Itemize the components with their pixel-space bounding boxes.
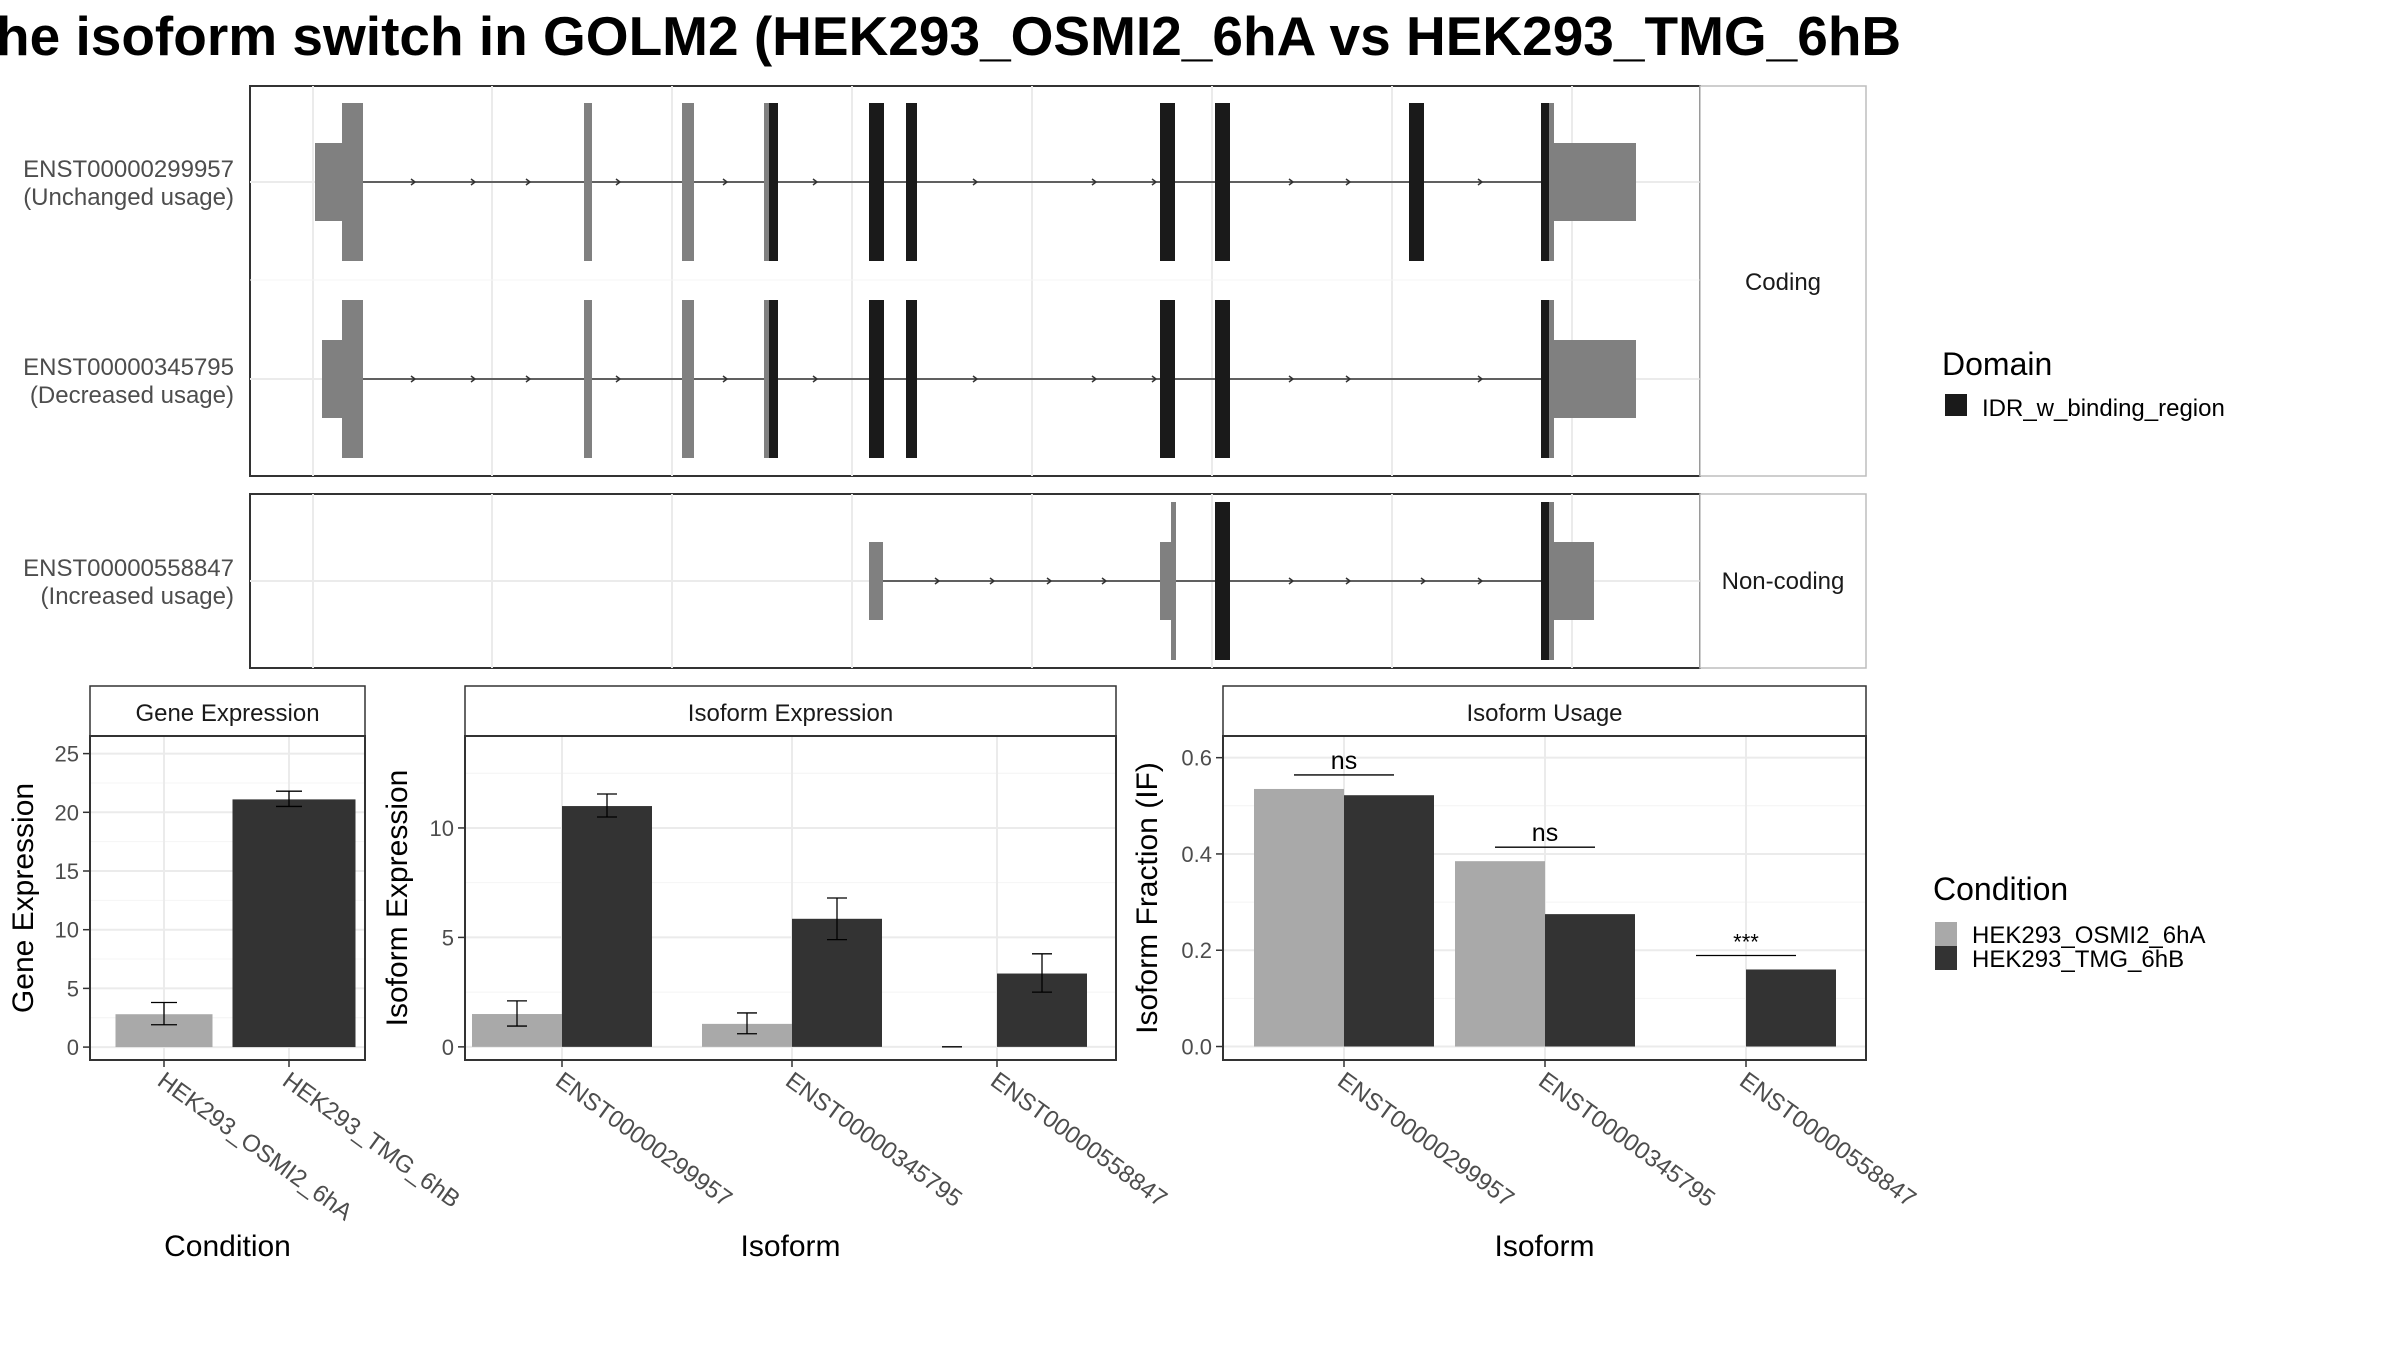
significance-label: *** [1733,929,1759,954]
transcript-structure-panel: Coding Non-coding ENST00000299957 (Uncha… [23,85,1867,669]
domain-legend-label: IDR_w_binding_region [1982,395,2225,422]
bar [702,1023,792,1047]
coding-panel [249,85,1701,477]
chart-strip-label: Isoform Usage [1466,700,1622,727]
x-tick-label: ENST00000558847 [985,1067,1171,1213]
significance-label: ns [1532,819,1558,847]
exons [869,502,1594,660]
exons [315,103,1636,261]
y-tick-label: 0.2 [1181,938,1212,963]
transcript-labels: ENST00000299957 (Unchanged usage) ENST00… [23,156,234,610]
intron-arrows [410,178,1484,186]
bar [1746,969,1836,1047]
transcript-id-label: ENST00000558847 [23,555,234,582]
domain-legend: Domain IDR_w_binding_region [1942,346,2225,422]
strip-noncoding [1699,493,1867,669]
figure-title: he isoform switch in GOLM2 (HEK293_OSMI2… [0,5,1901,67]
x-tick-label: ENST00000558847 [1734,1067,1920,1213]
domain-legend-key [1945,394,1967,416]
condition-legend-key-b [1935,946,1957,970]
y-axis-title: Isoform Fraction (IF) [1131,762,1164,1034]
intron-arrows [934,577,1484,585]
idr-domain-segments [1215,502,1549,660]
chart-panel-border [89,735,366,1061]
condition-legend-key-a [1935,922,1957,946]
chart-strip [1222,685,1867,737]
condition-legend: Condition HEK293_OSMI2_6hA HEK293_TMG_6h… [1933,871,2205,973]
chart-panel: Isoform Usage ns ns *** 0.0 0.2 0.4 0.6 ENST0000… [1131,685,1921,1263]
chart-panel: Isoform Expression 0 5 10 ENST00000299957 ENS… [381,685,1172,1263]
x-axis-title: Condition [164,1230,291,1263]
idr-domain-segments [769,300,1549,458]
y-axis-title: Gene Expression [7,783,40,1013]
x-tick-label: ENST00000299957 [1332,1067,1518,1213]
y-tick-label: 15 [55,859,79,884]
y-tick-label: 0.4 [1181,842,1212,867]
bar [1545,914,1635,1047]
significance-label: ns [1331,747,1357,775]
domain-legend-title: Domain [1942,346,2052,382]
x-axis-title: Isoform [1494,1230,1594,1263]
bar [232,799,356,1048]
transcript-track [869,502,1594,660]
idr-domain-segments [769,103,1549,261]
transcript-id-label: ENST00000345795 [23,354,234,381]
strip-coding-label: Coding [1745,269,1821,296]
y-tick-label: 10 [430,816,454,841]
y-tick-label: 25 [55,742,79,767]
y-tick-label: 5 [67,976,79,1001]
condition-legend-label-a: HEK293_OSMI2_6hA [1972,922,2205,949]
exons [322,300,1636,458]
x-axis-title: Isoform [740,1230,840,1263]
bar [562,806,652,1047]
condition-legend-title: Condition [1933,871,2068,907]
y-tick-label: 10 [55,918,79,943]
chart-strip-label: Isoform Expression [688,700,893,727]
bar [1455,861,1545,1047]
strip-noncoding-label: Non-coding [1722,568,1845,595]
transcript-track [322,300,1636,458]
y-axis-title: Isoform Expression [381,770,414,1027]
y-tick-label: 0.6 [1181,746,1212,771]
chart-strip-label: Gene Expression [135,700,319,727]
chart-strip [464,685,1117,737]
transcript-usage-label: (Increased usage) [41,583,234,610]
transcript-track [315,103,1636,261]
x-tick-label: ENST00000345795 [780,1067,966,1213]
transcript-usage-label: (Decreased usage) [30,382,234,409]
strip-coding [1699,85,1867,477]
condition-legend-label-b: HEK293_TMG_6hB [1972,946,2184,973]
x-tick-label: ENST00000299957 [550,1067,736,1213]
y-tick-label: 20 [55,800,79,825]
chart-panel-border [464,735,1117,1061]
x-tick-label: ENST00000345795 [1533,1067,1719,1213]
y-tick-label: 0.0 [1181,1035,1212,1060]
transcript-usage-label: (Unchanged usage) [23,184,234,211]
chart-strip [89,685,366,737]
y-tick-label: 0 [67,1035,79,1060]
y-tick-label: 0 [442,1035,454,1060]
y-tick-label: 5 [442,925,454,950]
bar [1344,795,1434,1047]
bar [1254,788,1344,1047]
transcript-id-label: ENST00000299957 [23,156,234,183]
expression-charts: Gene Expression0510152025HEK293_OSMI2_6h… [7,685,1921,1263]
